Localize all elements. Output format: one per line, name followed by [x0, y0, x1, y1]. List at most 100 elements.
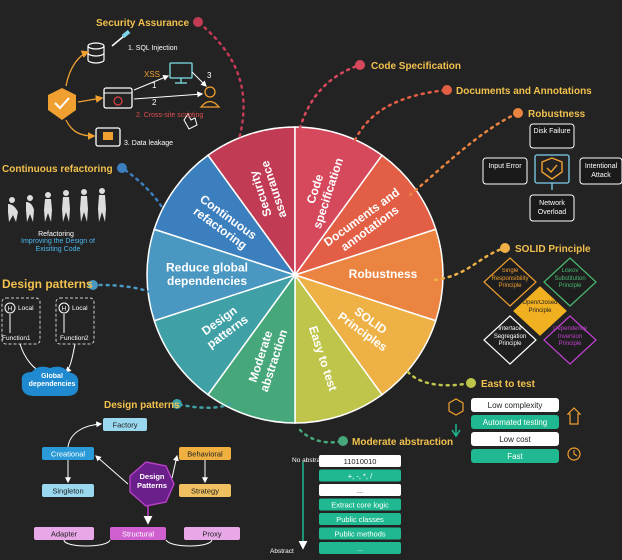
- shield-icon: [48, 88, 76, 120]
- abstraction-row-label: 11010010: [344, 457, 377, 466]
- heading-security: Security Assurance: [96, 18, 189, 29]
- wheel-sector: [293, 154, 437, 277]
- step-1: 1: [152, 81, 157, 90]
- ocp-label: Open/Closed Principle: [522, 300, 558, 314]
- step-2: 2: [152, 98, 157, 107]
- database-icon: [87, 42, 105, 64]
- monitor-icon: [169, 62, 193, 84]
- human-figure-4: [98, 188, 106, 222]
- cube-icon: [448, 398, 464, 416]
- no-abstraction-label: No abstraction: [292, 457, 334, 464]
- abstraction-row-box: [319, 542, 401, 554]
- proxy-label: Proxy: [202, 530, 221, 539]
- behavioral-label: Behavioral: [187, 450, 223, 459]
- heading-documents: Documents and Annotations: [456, 86, 592, 97]
- wheel-sector: [206, 126, 296, 278]
- dip-label: Dependency Inversion Principle: [553, 326, 587, 347]
- creational-label: Creational: [51, 450, 86, 459]
- monitor-shield-icon: [534, 154, 570, 190]
- wheel-sector: [153, 273, 297, 396]
- srp-label: Single Responsibility Principle: [491, 268, 529, 289]
- h-icon-2: H: [62, 306, 67, 313]
- easy-test-list: Low complexity Automated testing Low cos…: [448, 398, 582, 463]
- intentional-attack-label: Intentional Attack: [584, 163, 618, 179]
- abstraction-row-label: ...: [357, 544, 363, 553]
- ape-figure-1: [8, 197, 18, 222]
- input-error-label: Input Error: [488, 163, 522, 170]
- hand-icon: [183, 113, 198, 130]
- wheel-sector-label: Reduce global dependencies: [166, 261, 248, 289]
- abstraction-row-label: Public methods: [334, 529, 386, 538]
- heading-design-patterns-bottom: Design patterns: [104, 400, 180, 411]
- solid-diagram: Single Responsibility Principle Liskov S…: [483, 257, 597, 365]
- wheel-sector: [146, 228, 298, 322]
- xss-caption: 2. Cross-site scripting: [136, 112, 203, 119]
- robustness-diagram: Disk Failure Input Error Intentional Att…: [482, 123, 622, 222]
- abstraction-rows: 11010010 +, -, *, /... Extract core logic P…: [319, 455, 401, 554]
- house-icon: [566, 407, 582, 425]
- easy-test-item-3: Low cost: [499, 435, 531, 444]
- factory-label: Factory: [112, 421, 137, 430]
- function2-label: Function2: [60, 335, 89, 342]
- singleton-label: Singleton: [52, 487, 83, 496]
- wheel-sector: [206, 272, 296, 424]
- function1-label: Function1: [2, 335, 31, 342]
- wheel-sector: [293, 273, 437, 396]
- abstraction-row-box: [319, 455, 401, 467]
- abstraction-row-label: Extract core logic: [331, 500, 389, 509]
- heading-robustness: Robustness: [528, 109, 586, 120]
- ape-figure-2: [26, 195, 34, 222]
- browser-icon: [103, 87, 133, 109]
- easy-test-item-2: Automated testing: [483, 418, 547, 427]
- security-diagram: 1. SQL Injection: [48, 29, 221, 147]
- abstraction-row-label: Public classes: [336, 515, 384, 524]
- step-3: 3: [207, 71, 212, 80]
- abstraction-stack: No abstraction Abstract: [270, 457, 334, 555]
- global-dependencies-label: Global dependencies: [28, 373, 76, 388]
- abstraction-row-label: +, -, *, /: [348, 471, 373, 480]
- wheel-sector: [292, 228, 444, 322]
- wheel-sector: [294, 272, 384, 424]
- abstract-label: Abstract: [270, 548, 294, 555]
- abstraction-row-box: [319, 527, 401, 540]
- syringe-icon: [121, 29, 131, 39]
- human-figure-1: [44, 192, 52, 222]
- structural-label: Structural: [122, 530, 154, 539]
- abstraction-row-box: [319, 469, 401, 482]
- heading-code-spec: Code Specification: [371, 61, 461, 72]
- heading-moderate: Moderate abstraction: [352, 437, 453, 448]
- human-figure-3: [80, 189, 88, 222]
- heading-easy-test: East to test: [481, 379, 536, 390]
- cloud-icon: [21, 366, 79, 396]
- easy-test-item-1: Low complexity: [488, 401, 543, 410]
- refactoring-caption: Refactoring: [38, 231, 74, 238]
- human-figure-2: [62, 190, 70, 222]
- h-icon-1: H: [8, 306, 13, 313]
- design-patterns-hexagon: [129, 461, 175, 507]
- wheel-sector-label: Robustness: [349, 267, 418, 281]
- isp-label: Interface Segregation Principle: [493, 326, 527, 347]
- disk-failure-label: Disk Failure: [533, 128, 571, 135]
- heading-solid: SOLID Principle: [515, 244, 591, 255]
- patterns-diagram: Design Patterns Factory Creational Behav…: [34, 418, 240, 547]
- easy-test-item-4: Fast: [507, 452, 523, 461]
- down-arrow-icon: [451, 424, 461, 438]
- design-patterns-center: Design Patterns: [136, 472, 167, 490]
- quality-wheel: [146, 126, 444, 424]
- evolution-figures: [8, 188, 106, 222]
- abstraction-row-box: [319, 484, 401, 496]
- lock-folder-icon: [95, 127, 121, 147]
- hacker-icon: [199, 86, 221, 108]
- leak-label: 3. Data leakage: [124, 140, 173, 147]
- local-label-1: Local: [18, 305, 34, 312]
- abstraction-row-box: [319, 513, 401, 525]
- dependencies-diagram: H H Local Local Function1 Function2 Glob…: [1, 297, 95, 396]
- wheel-sector: [153, 154, 297, 277]
- local-label-2: Local: [72, 305, 88, 312]
- abstraction-row-box: [319, 498, 401, 511]
- wheel-sector: [294, 126, 384, 278]
- clock-icon: [567, 447, 581, 461]
- xss-label: XSS: [144, 70, 160, 79]
- heading-design-patterns-left: Design patterns: [2, 277, 93, 291]
- abstraction-row-label: ...: [357, 486, 363, 495]
